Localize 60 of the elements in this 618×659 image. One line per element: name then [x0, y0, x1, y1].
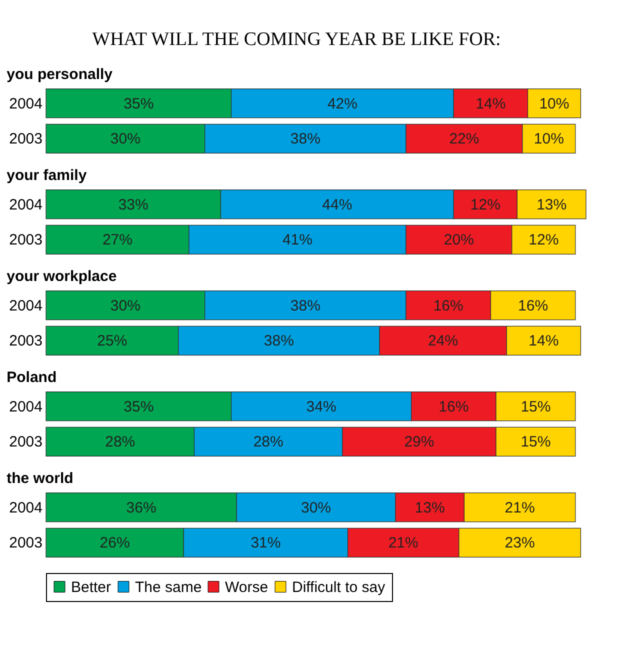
- legend-label: Better: [71, 578, 112, 596]
- data-label: 36%: [126, 499, 156, 516]
- data-label: 41%: [282, 232, 312, 249]
- data-label: 15%: [520, 434, 551, 451]
- data-label: 26%: [100, 534, 130, 552]
- chart-subtitle: you personally: [6, 66, 114, 83]
- data-label: 38%: [290, 130, 320, 148]
- y-tick-label: 2003: [9, 332, 42, 350]
- data-label: 24%: [428, 332, 458, 350]
- data-label: 42%: [327, 95, 358, 112]
- data-label: 38%: [290, 297, 320, 314]
- data-label: 13%: [536, 196, 567, 214]
- data-label: 16%: [433, 297, 464, 314]
- data-label: 14%: [528, 332, 559, 350]
- chart-subtitle: your workplace: [6, 268, 117, 285]
- data-label: 27%: [102, 232, 132, 249]
- data-label: 31%: [250, 534, 281, 552]
- data-label: 16%: [438, 398, 469, 416]
- data-label: 30%: [110, 130, 140, 148]
- data-label: 21%: [388, 534, 418, 552]
- data-label: 16%: [518, 297, 548, 314]
- data-label: 28%: [253, 434, 284, 451]
- y-tick-label: 2003: [9, 434, 42, 451]
- y-tick-label: 2003: [9, 232, 42, 249]
- data-label: 38%: [264, 332, 294, 350]
- data-label: 12%: [470, 196, 500, 214]
- chart-subtitle: your family: [6, 167, 88, 184]
- y-tick-label: 2004: [9, 398, 42, 416]
- data-label: 20%: [444, 232, 474, 249]
- legend-label: Difficult to say: [292, 578, 386, 596]
- data-label: 30%: [110, 297, 140, 314]
- legend-label: Worse: [225, 578, 268, 596]
- data-label: 22%: [449, 130, 480, 148]
- data-label: 28%: [105, 434, 136, 451]
- data-label: 14%: [476, 95, 506, 112]
- chart-subtitle: the world: [6, 470, 74, 487]
- data-label: 44%: [322, 196, 352, 214]
- y-tick-label: 2004: [9, 499, 42, 516]
- data-label: 21%: [504, 499, 535, 516]
- y-tick-label: 2003: [9, 534, 42, 552]
- data-label: 35%: [124, 95, 154, 112]
- data-label: 29%: [404, 434, 434, 451]
- data-label: 15%: [520, 398, 551, 416]
- data-label: 35%: [124, 398, 154, 416]
- data-label: 10%: [539, 95, 570, 112]
- data-label: 10%: [534, 130, 564, 148]
- data-label: 23%: [504, 534, 535, 552]
- data-label: 13%: [414, 499, 445, 516]
- data-label: 33%: [118, 196, 148, 214]
- data-label: 25%: [97, 332, 128, 350]
- data-label: 30%: [300, 499, 332, 516]
- chart-subtitle: Poland: [6, 369, 57, 386]
- legend-label: The same: [135, 578, 202, 596]
- data-label: 34%: [306, 398, 336, 416]
- data-label: 12%: [528, 232, 559, 249]
- y-tick-label: 2004: [9, 95, 42, 112]
- y-tick-label: 2004: [9, 297, 42, 314]
- y-tick-label: 2004: [9, 196, 42, 214]
- y-tick-label: 2003: [9, 130, 42, 148]
- chart-title: WHAT WILL THE COMING YEAR BE LIKE FOR:: [92, 29, 501, 50]
